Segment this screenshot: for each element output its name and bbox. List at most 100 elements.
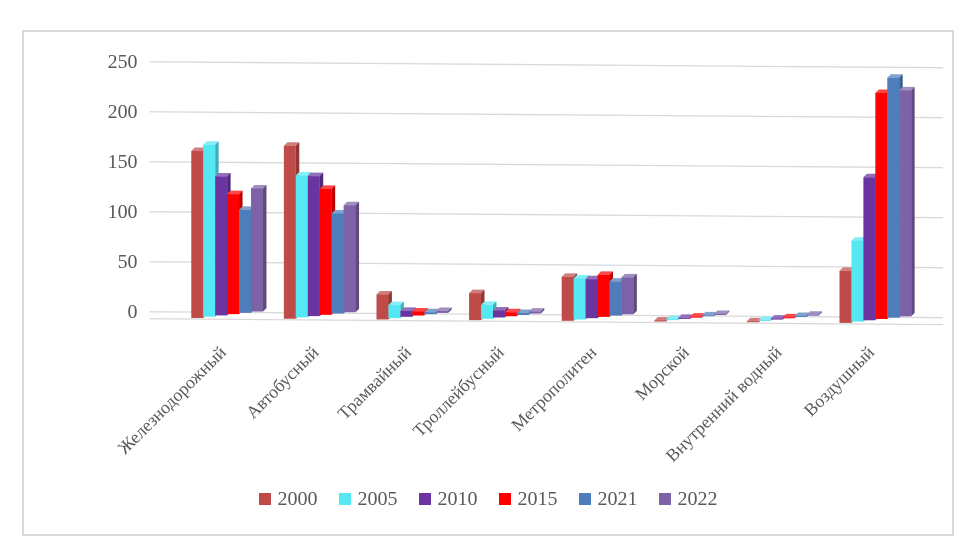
bar-2010 bbox=[863, 177, 876, 321]
bar-2021 bbox=[331, 213, 344, 314]
bar-2015 bbox=[319, 188, 332, 315]
bar-2022 bbox=[436, 310, 449, 313]
bar-top-face bbox=[203, 141, 219, 145]
bar-top-face bbox=[388, 301, 404, 306]
bar-top-face bbox=[481, 301, 497, 305]
bar-top-face bbox=[666, 315, 682, 320]
bar-top-face bbox=[492, 307, 509, 311]
gridline bbox=[149, 311, 944, 319]
bar-side-face bbox=[448, 307, 452, 313]
y-tick-label: 50 bbox=[118, 251, 138, 273]
bar-top-face bbox=[331, 210, 348, 214]
bar-side-face bbox=[633, 273, 637, 315]
category-label: Трамвайный bbox=[333, 342, 415, 424]
gridline bbox=[149, 161, 944, 169]
bar-2010 bbox=[400, 310, 413, 317]
legend-swatch bbox=[578, 493, 591, 505]
bar-top-face bbox=[758, 316, 775, 320]
bar-top-face bbox=[851, 237, 867, 241]
legend-label: 2010 bbox=[437, 488, 478, 510]
bar-top-face bbox=[702, 311, 718, 316]
legend-item-2015: 2015 bbox=[498, 489, 558, 509]
bar-top-face bbox=[887, 74, 903, 78]
bar-2000 bbox=[469, 293, 482, 321]
gridline bbox=[149, 61, 944, 69]
bar-top-face bbox=[424, 308, 440, 313]
bar-top-face bbox=[227, 190, 243, 195]
bar-2010 bbox=[307, 176, 320, 317]
bar-2005 bbox=[481, 304, 493, 319]
bar-2010 bbox=[585, 279, 598, 319]
bar-2005 bbox=[758, 319, 771, 321]
legend-swatch bbox=[258, 493, 271, 505]
bar-2005 bbox=[666, 319, 679, 321]
bar-2021 bbox=[516, 312, 529, 315]
bar-top-face bbox=[504, 308, 521, 313]
bar-top-face bbox=[215, 172, 231, 177]
bar-2015 bbox=[597, 274, 610, 317]
bar-2010 bbox=[215, 176, 228, 316]
gridline bbox=[149, 261, 944, 269]
bar-top-face bbox=[412, 308, 428, 312]
gridline bbox=[149, 111, 944, 119]
bar-2005 bbox=[295, 175, 308, 318]
bar-2000 bbox=[191, 151, 204, 319]
bar-top-face bbox=[714, 310, 730, 315]
bar-top-face bbox=[597, 271, 613, 275]
bar-2000 bbox=[839, 270, 852, 323]
bar-2015 bbox=[875, 92, 888, 319]
category-label: Метрополитен bbox=[507, 342, 601, 435]
bar-top-face bbox=[343, 201, 360, 206]
bar-2000 bbox=[746, 321, 759, 323]
bar-2010 bbox=[770, 318, 783, 320]
bar-top-face bbox=[400, 307, 416, 311]
bar-top-face bbox=[782, 313, 799, 318]
bar-top-face bbox=[376, 290, 392, 295]
legend-swatch bbox=[338, 493, 351, 505]
category-label: Воздушный bbox=[800, 342, 879, 420]
bar-2021 bbox=[887, 77, 900, 318]
bar-2015 bbox=[782, 317, 795, 319]
bar-top-face bbox=[307, 172, 324, 177]
bar-chart-svg: 0 50 100 150 200 250 Железнодорожный Автобусный… bbox=[108, 51, 944, 466]
bar-top-face bbox=[746, 317, 763, 322]
legend: 2000 2005 2010 2015 2021 2022 bbox=[24, 484, 952, 514]
bar-top-face bbox=[806, 311, 823, 315]
bar-top-face bbox=[283, 142, 300, 146]
bar-top-face bbox=[690, 313, 706, 317]
legend-label: 2000 bbox=[277, 488, 318, 510]
bar-2022 bbox=[899, 90, 912, 317]
bar-top-face bbox=[239, 206, 255, 210]
bar-top-face bbox=[516, 309, 533, 313]
bar-top-face bbox=[295, 171, 312, 176]
bar-top-face bbox=[585, 275, 602, 280]
bar-top-face bbox=[678, 314, 694, 318]
bar-2015 bbox=[504, 312, 517, 317]
legend-item-2021: 2021 bbox=[578, 489, 638, 509]
bar-2021 bbox=[702, 315, 715, 317]
bar-top-face bbox=[609, 278, 625, 282]
chart-frame: 0 50 100 150 200 250 Железнодорожный Автобусный… bbox=[22, 30, 954, 536]
bar-side-face bbox=[911, 86, 915, 317]
category-label: Морской bbox=[631, 342, 693, 404]
legend-item-2000: 2000 bbox=[258, 488, 318, 510]
bar-top-face bbox=[794, 312, 811, 316]
bar-top-face bbox=[469, 289, 485, 294]
bar-2015 bbox=[412, 311, 425, 316]
bar-side-face bbox=[355, 201, 360, 313]
bar-side-face bbox=[725, 310, 730, 315]
bar-2010 bbox=[492, 310, 505, 318]
bar-2022 bbox=[806, 314, 819, 316]
category-label: Железнодорожный bbox=[114, 342, 231, 458]
bar-2021 bbox=[794, 315, 807, 317]
category-label: Автобусный bbox=[242, 342, 323, 423]
bar-2000 bbox=[283, 145, 296, 319]
bar-top-face bbox=[839, 267, 855, 271]
bar-2005 bbox=[203, 144, 216, 317]
bar-2000 bbox=[376, 294, 389, 320]
bar-2021 bbox=[609, 281, 622, 316]
legend-label: 2022 bbox=[677, 488, 718, 510]
bar-2005 bbox=[573, 278, 586, 320]
bar-2022 bbox=[251, 188, 263, 312]
bar-2005 bbox=[851, 240, 864, 322]
